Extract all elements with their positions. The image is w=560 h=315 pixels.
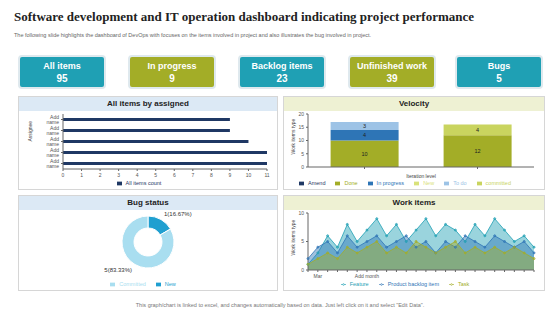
svg-text:6: 6: [173, 172, 176, 178]
svg-text:Addname: Addname: [46, 147, 59, 158]
svg-text:10: 10: [246, 172, 252, 178]
svg-text:Addname: Addname: [46, 136, 59, 147]
svg-text:0: 0: [62, 172, 65, 178]
svg-text:5: 5: [154, 172, 157, 178]
svg-text:Work items type: Work items type: [290, 220, 296, 256]
svg-text:Addname: Addname: [46, 125, 59, 136]
svg-text:3: 3: [363, 123, 366, 129]
html-text:Committed: Committed: [119, 281, 146, 287]
svg-text:4: 4: [136, 172, 139, 178]
html-text:Work items: Work items: [392, 198, 436, 207]
html-text:95: 95: [56, 73, 68, 84]
svg-text:10: 10: [362, 151, 368, 157]
svg-text:2: 2: [99, 172, 102, 178]
html-text:23: 23: [276, 73, 288, 84]
html-text:Product backlog item: Product backlog item: [387, 281, 439, 287]
svg-text:5: 5: [301, 151, 304, 157]
html-text:All items: All items: [43, 61, 81, 71]
html-text:The following slide highlights: The following slide highlights the dashb…: [14, 32, 372, 38]
html-text:In progress: In progress: [147, 61, 197, 71]
svg-text:Assignee: Assignee: [27, 121, 33, 142]
html-text:Done: Done: [344, 180, 358, 186]
svg-text:Addname: Addname: [46, 114, 59, 125]
html-text:In progress: In progress: [376, 180, 405, 186]
html-text:Software development and IT op: Software development and IT operation da…: [14, 9, 475, 24]
svg-text:Add month: Add month: [355, 273, 379, 279]
svg-text:8: 8: [210, 172, 213, 178]
html-text:Velocity: Velocity: [398, 99, 430, 108]
html-text:New: New: [423, 180, 435, 186]
html-text:Unfinished work: Unfinished work: [357, 61, 427, 71]
svg-text:7: 7: [191, 172, 194, 178]
html-text:New: New: [164, 281, 176, 287]
html-text:All items count: All items count: [125, 180, 162, 186]
svg-text:9: 9: [229, 172, 232, 178]
html-text:Feature: Feature: [349, 281, 369, 287]
html-text:Bug status: Bug status: [127, 198, 169, 207]
svg-text:1: 1: [80, 172, 83, 178]
svg-text:Work items type: Work items type: [290, 119, 296, 155]
html-text:To do: To do: [453, 180, 467, 186]
svg-text:5: 5: [301, 238, 304, 244]
svg-text:4: 4: [363, 132, 366, 138]
html-text:Amend: Amend: [308, 180, 326, 186]
svg-text:5(83.33%): 5(83.33%): [104, 267, 132, 273]
svg-text:4: 4: [476, 127, 479, 133]
html-text:5: 5: [496, 73, 502, 84]
html-text:9: 9: [169, 73, 175, 84]
svg-text:15: 15: [298, 124, 304, 130]
html-text:This graph/chart is linked to: This graph/chart is linked to excel, and…: [135, 302, 425, 308]
svg-text:12: 12: [475, 148, 481, 154]
html-text:Bugs: Bugs: [487, 61, 511, 71]
svg-text:0: 0: [301, 164, 304, 170]
html-text:Task: Task: [458, 281, 470, 287]
html-text:39: 39: [386, 73, 398, 84]
svg-text:10: 10: [298, 210, 304, 216]
svg-text:11: 11: [264, 172, 269, 178]
html-text:All items by assigned: All items by assigned: [107, 99, 189, 108]
svg-text:Iteration level: Iteration level: [406, 173, 436, 179]
svg-text:Addname: Addname: [46, 158, 59, 169]
svg-text:Mar: Mar: [314, 273, 323, 279]
svg-text:1(16.67%): 1(16.67%): [164, 211, 192, 217]
svg-text:3: 3: [117, 172, 120, 178]
html-text:committed: committed: [485, 180, 511, 186]
svg-text:0: 0: [301, 267, 304, 273]
svg-text:10: 10: [298, 137, 304, 143]
html-text:Backlog items: Backlog items: [251, 61, 313, 71]
svg-text:20: 20: [298, 111, 304, 117]
